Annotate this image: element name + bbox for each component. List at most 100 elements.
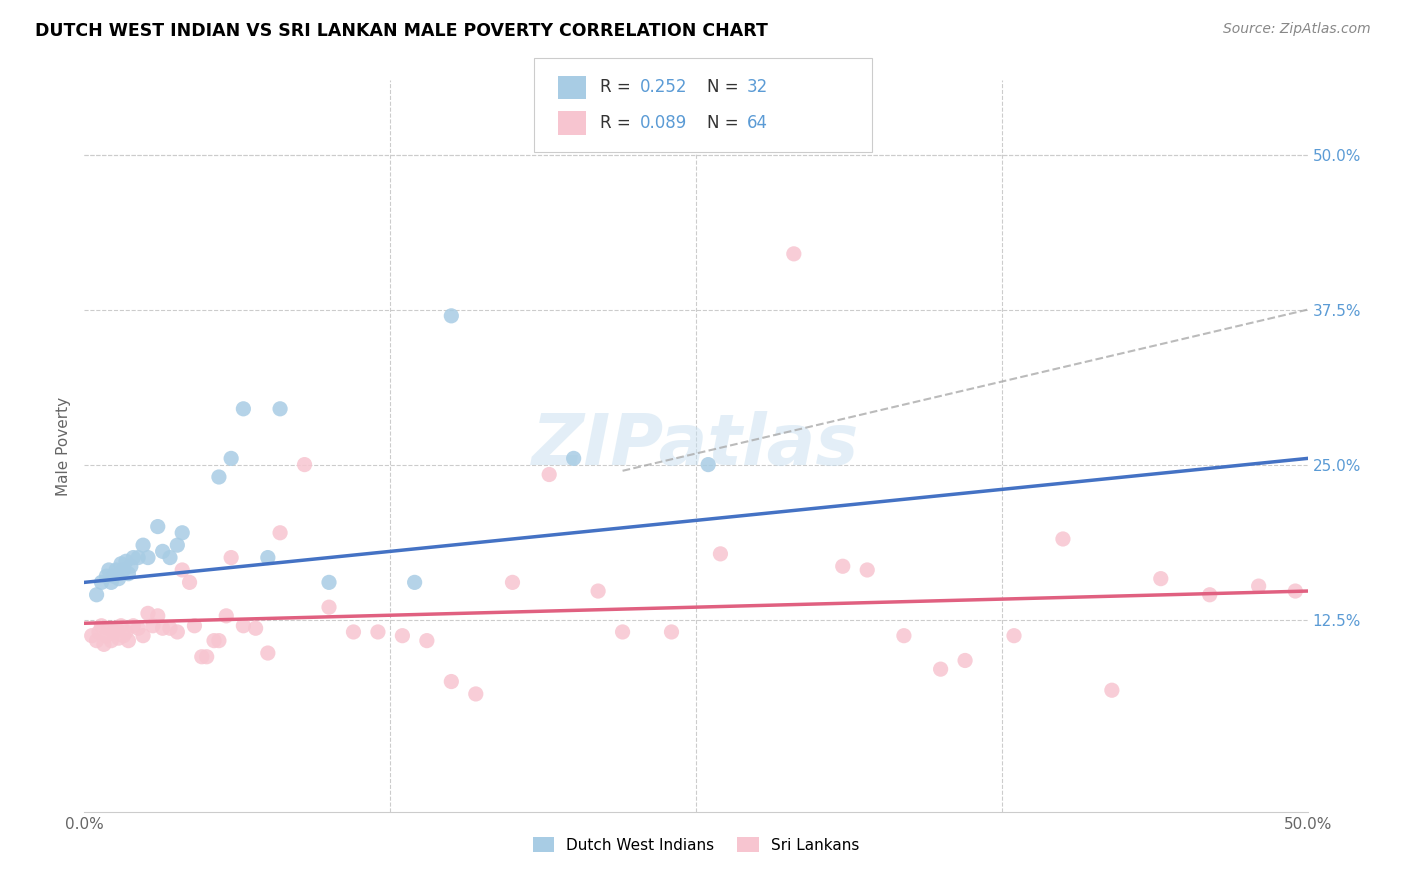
Point bbox=[115, 624, 138, 639]
Point bbox=[122, 550, 145, 565]
Point bbox=[191, 649, 214, 664]
Point bbox=[208, 470, 231, 484]
Point bbox=[80, 629, 103, 643]
Text: 32: 32 bbox=[747, 78, 768, 96]
Y-axis label: Male Poverty: Male Poverty bbox=[56, 396, 72, 496]
Point bbox=[100, 575, 122, 590]
Point bbox=[232, 619, 254, 633]
Point bbox=[195, 649, 218, 664]
Point bbox=[202, 633, 225, 648]
Point bbox=[502, 575, 524, 590]
Text: 64: 64 bbox=[747, 114, 768, 132]
Point bbox=[1101, 683, 1123, 698]
Point bbox=[136, 607, 159, 621]
Point bbox=[464, 687, 486, 701]
Point bbox=[953, 653, 976, 667]
Point bbox=[136, 550, 159, 565]
Point bbox=[538, 467, 561, 482]
Point bbox=[146, 519, 169, 533]
Point bbox=[112, 629, 135, 643]
Point bbox=[152, 621, 174, 635]
Point bbox=[86, 633, 108, 648]
Point bbox=[318, 600, 340, 615]
Point bbox=[342, 624, 364, 639]
Point bbox=[103, 569, 125, 583]
Text: R =: R = bbox=[600, 114, 637, 132]
Point bbox=[245, 621, 267, 635]
Text: 0.252: 0.252 bbox=[640, 78, 688, 96]
Text: ZIPatlas: ZIPatlas bbox=[533, 411, 859, 481]
Point bbox=[120, 559, 142, 574]
Point bbox=[783, 247, 806, 261]
Point bbox=[586, 584, 609, 599]
Point bbox=[117, 566, 139, 581]
Point bbox=[172, 563, 194, 577]
Point bbox=[159, 621, 181, 635]
Text: N =: N = bbox=[707, 78, 744, 96]
Point bbox=[112, 563, 135, 577]
Point bbox=[103, 624, 125, 639]
Point bbox=[93, 637, 115, 651]
Point bbox=[97, 621, 120, 635]
Point bbox=[172, 525, 194, 540]
Point bbox=[166, 624, 188, 639]
Point bbox=[86, 588, 108, 602]
Point bbox=[183, 619, 205, 633]
Point bbox=[87, 624, 110, 639]
Point bbox=[257, 550, 280, 565]
Point bbox=[1150, 572, 1173, 586]
Point bbox=[96, 629, 118, 643]
Point bbox=[856, 563, 879, 577]
Point bbox=[219, 550, 242, 565]
Point bbox=[929, 662, 952, 676]
Point bbox=[97, 563, 120, 577]
Point bbox=[440, 674, 463, 689]
Legend: Dutch West Indians, Sri Lankans: Dutch West Indians, Sri Lankans bbox=[526, 831, 866, 859]
Point bbox=[96, 569, 118, 583]
Point bbox=[179, 575, 201, 590]
Point bbox=[132, 538, 155, 552]
Point bbox=[115, 554, 138, 568]
Point bbox=[440, 309, 463, 323]
Point bbox=[159, 550, 181, 565]
Point bbox=[127, 621, 149, 635]
Point bbox=[562, 451, 585, 466]
Point bbox=[219, 451, 242, 466]
Point bbox=[416, 633, 439, 648]
Point bbox=[318, 575, 340, 590]
Point bbox=[1284, 584, 1306, 599]
Point bbox=[110, 557, 132, 571]
Point bbox=[105, 563, 128, 577]
Point bbox=[269, 525, 291, 540]
Point bbox=[294, 458, 316, 472]
Point bbox=[208, 633, 231, 648]
Point bbox=[612, 624, 634, 639]
Point bbox=[107, 631, 129, 645]
Text: Source: ZipAtlas.com: Source: ZipAtlas.com bbox=[1223, 22, 1371, 37]
Point bbox=[697, 458, 720, 472]
Point bbox=[1247, 579, 1270, 593]
Point bbox=[152, 544, 174, 558]
Point bbox=[90, 619, 112, 633]
Point bbox=[117, 633, 139, 648]
Text: N =: N = bbox=[707, 114, 744, 132]
Text: DUTCH WEST INDIAN VS SRI LANKAN MALE POVERTY CORRELATION CHART: DUTCH WEST INDIAN VS SRI LANKAN MALE POV… bbox=[35, 22, 768, 40]
Point bbox=[215, 608, 238, 623]
Point bbox=[132, 629, 155, 643]
Point bbox=[1052, 532, 1074, 546]
Point bbox=[257, 646, 280, 660]
Point bbox=[831, 559, 853, 574]
Point bbox=[391, 629, 413, 643]
Point bbox=[105, 621, 128, 635]
Point bbox=[404, 575, 426, 590]
Point bbox=[269, 401, 291, 416]
Point bbox=[709, 547, 731, 561]
Point bbox=[166, 538, 188, 552]
Point bbox=[1198, 588, 1220, 602]
Point bbox=[100, 633, 122, 648]
Point bbox=[122, 619, 145, 633]
Point bbox=[142, 619, 165, 633]
Point bbox=[146, 608, 169, 623]
Point bbox=[367, 624, 389, 639]
Point bbox=[1002, 629, 1025, 643]
